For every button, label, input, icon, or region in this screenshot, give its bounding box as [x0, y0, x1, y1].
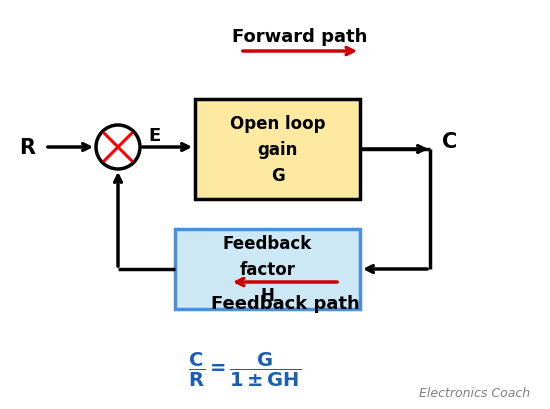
- Text: Feedback
factor
H: Feedback factor H: [223, 234, 312, 305]
- Text: R: R: [19, 138, 35, 157]
- Text: Feedback path: Feedback path: [211, 294, 359, 312]
- Circle shape: [96, 126, 140, 170]
- Text: C: C: [442, 132, 457, 152]
- Bar: [175, 229, 360, 309]
- Text: Electronics Coach: Electronics Coach: [419, 386, 530, 399]
- Text: Forward path: Forward path: [232, 28, 368, 46]
- Text: $\mathbf{\dfrac{C}{R} = \dfrac{G}{1 \pm GH}}$: $\mathbf{\dfrac{C}{R} = \dfrac{G}{1 \pm …: [189, 350, 301, 388]
- Bar: [195, 100, 360, 200]
- Text: E: E: [148, 127, 160, 145]
- Text: Open loop
gain
G: Open loop gain G: [230, 115, 325, 185]
